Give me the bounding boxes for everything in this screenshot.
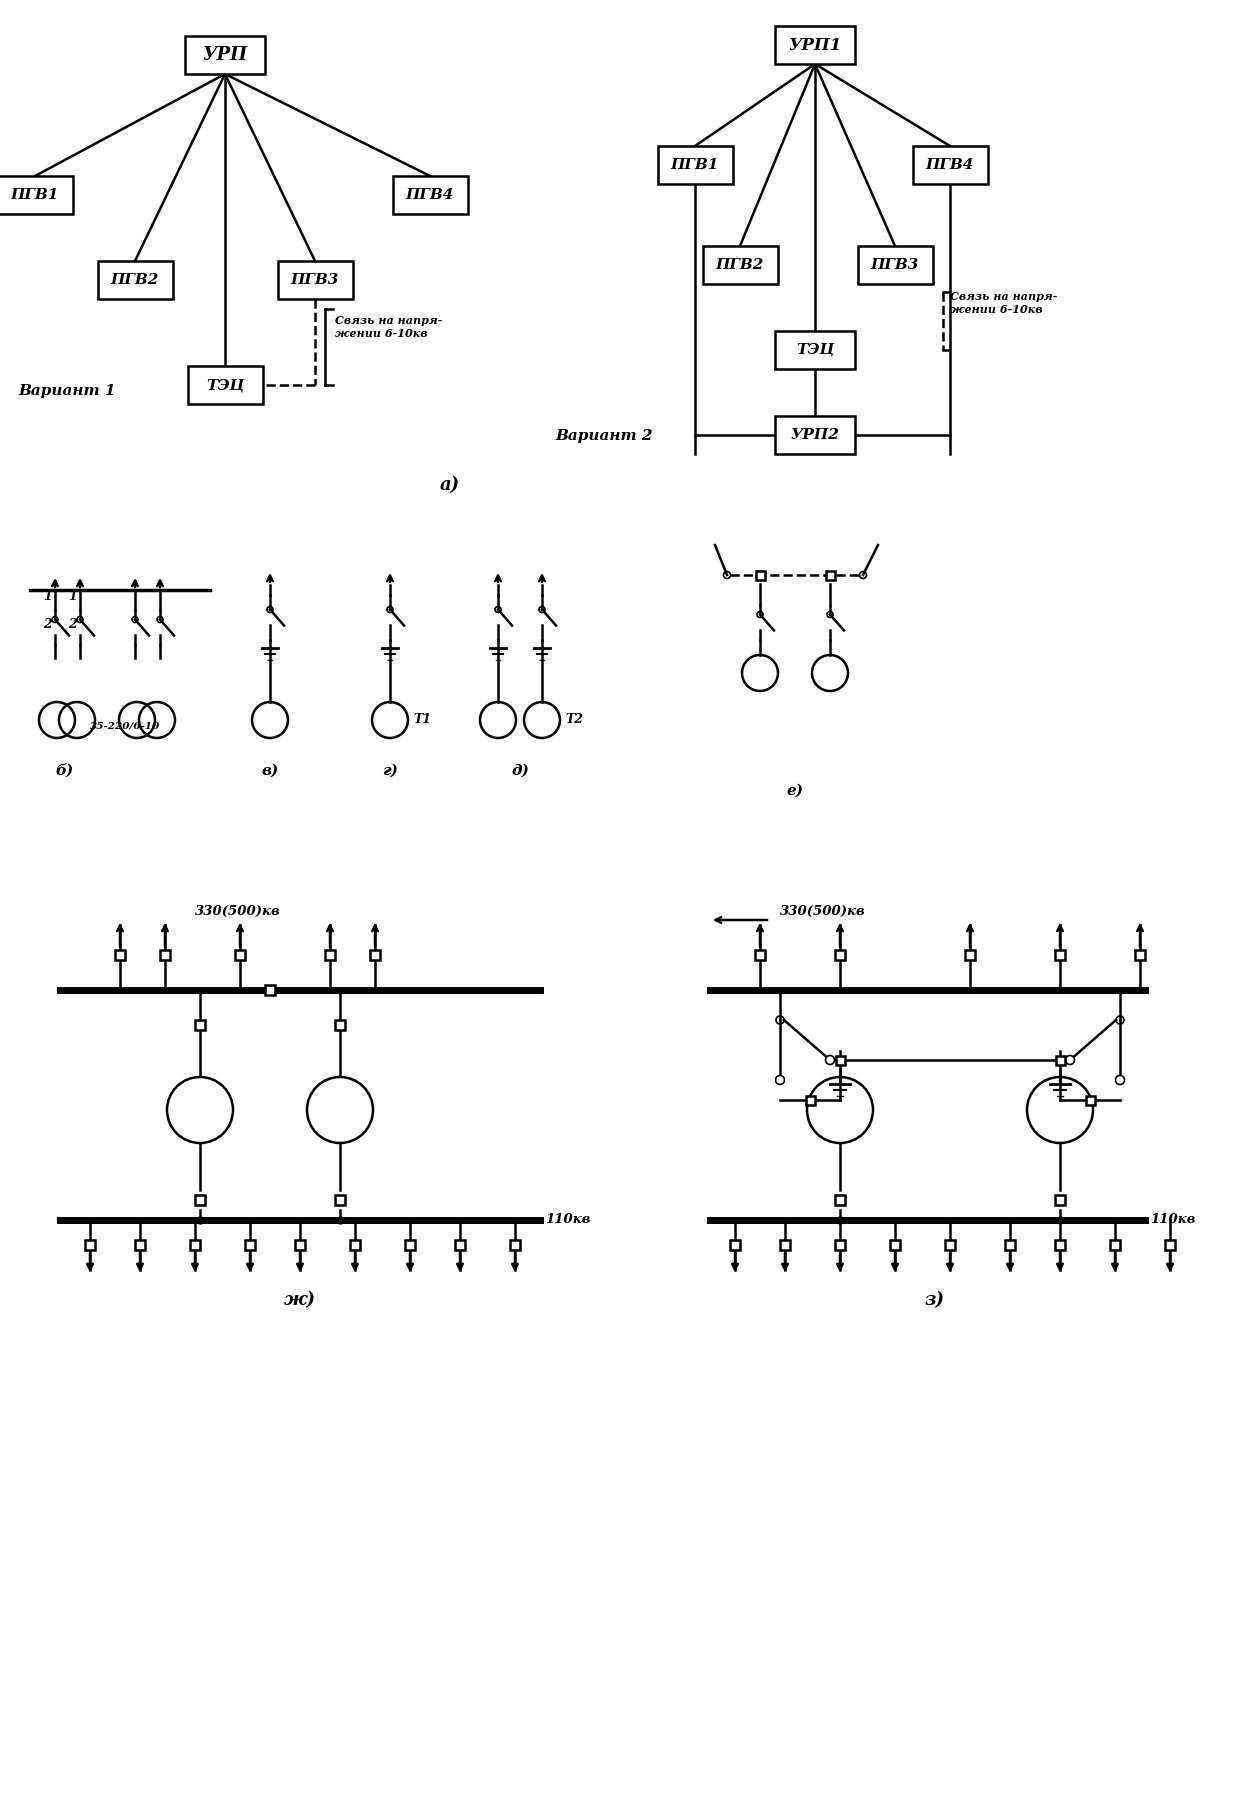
Bar: [405, 1241, 415, 1250]
Text: ПГВ4: ПГВ4: [406, 187, 455, 202]
Text: 110кв: 110кв: [1150, 1213, 1196, 1226]
FancyBboxPatch shape: [776, 417, 855, 455]
Bar: [835, 1241, 845, 1250]
Bar: [195, 1195, 204, 1204]
Text: 330(500)кв: 330(500)кв: [781, 906, 866, 919]
FancyBboxPatch shape: [0, 176, 73, 215]
Bar: [295, 1241, 305, 1250]
Text: 1: 1: [68, 589, 77, 604]
Text: ж): ж): [284, 1291, 316, 1310]
Bar: [755, 950, 764, 960]
Bar: [370, 950, 380, 960]
FancyBboxPatch shape: [187, 366, 263, 404]
Text: 2: 2: [68, 618, 77, 631]
Bar: [1110, 1241, 1120, 1250]
Text: Связь на напря-
жении 6-10кв: Связь на напря- жении 6-10кв: [950, 291, 1058, 315]
Bar: [335, 1020, 344, 1030]
Text: Вариант 1: Вариант 1: [19, 384, 115, 398]
Circle shape: [776, 1075, 784, 1084]
FancyBboxPatch shape: [776, 25, 855, 64]
Text: ПГВ1: ПГВ1: [11, 187, 59, 202]
Bar: [1085, 1095, 1094, 1104]
Bar: [1005, 1241, 1015, 1250]
FancyBboxPatch shape: [703, 246, 778, 284]
Circle shape: [825, 1055, 835, 1064]
Text: ПГВ2: ПГВ2: [110, 273, 159, 287]
Text: ПГВ1: ПГВ1: [670, 158, 719, 173]
FancyBboxPatch shape: [185, 36, 265, 75]
Bar: [805, 1095, 814, 1104]
Text: 110кв: 110кв: [545, 1213, 591, 1226]
Text: е): е): [787, 784, 804, 799]
Text: 2: 2: [43, 618, 52, 631]
Bar: [235, 950, 245, 960]
Bar: [965, 950, 975, 960]
Bar: [349, 1241, 361, 1250]
Text: ТЭЦ: ТЭЦ: [795, 344, 834, 357]
Bar: [1054, 950, 1066, 960]
Text: УРП: УРП: [202, 45, 248, 64]
FancyBboxPatch shape: [912, 146, 987, 184]
Text: ПГВ3: ПГВ3: [291, 273, 339, 287]
Bar: [825, 571, 835, 580]
FancyBboxPatch shape: [658, 146, 732, 184]
Text: Связь на напря-
жении 6-10кв: Связь на напря- жении 6-10кв: [335, 315, 442, 338]
Text: УРП1: УРП1: [788, 36, 841, 53]
Bar: [1056, 1055, 1064, 1064]
Text: 35-220/6-10: 35-220/6-10: [90, 720, 160, 729]
Bar: [190, 1241, 199, 1250]
FancyBboxPatch shape: [278, 260, 353, 298]
Bar: [195, 1020, 204, 1030]
FancyBboxPatch shape: [857, 246, 933, 284]
Bar: [510, 1241, 520, 1250]
Text: УРП2: УРП2: [790, 427, 840, 442]
Bar: [265, 986, 275, 995]
Bar: [890, 1241, 900, 1250]
Bar: [1054, 1195, 1066, 1204]
Text: г): г): [382, 764, 398, 779]
Text: ТЭЦ: ТЭЦ: [206, 378, 244, 393]
Bar: [245, 1241, 255, 1250]
Bar: [115, 950, 125, 960]
Circle shape: [1115, 1075, 1125, 1084]
FancyBboxPatch shape: [393, 176, 467, 215]
Text: б): б): [56, 764, 74, 779]
Bar: [1054, 1241, 1066, 1250]
Bar: [730, 1241, 740, 1250]
Text: Т1: Т1: [413, 713, 431, 726]
Bar: [455, 1241, 465, 1250]
Bar: [756, 571, 764, 580]
FancyBboxPatch shape: [776, 331, 855, 369]
Bar: [835, 1055, 845, 1064]
Bar: [945, 1241, 955, 1250]
Bar: [835, 1195, 845, 1204]
Bar: [335, 1195, 344, 1204]
Text: ПГВ2: ПГВ2: [716, 258, 764, 273]
Text: ПГВ3: ПГВ3: [871, 258, 919, 273]
Bar: [781, 1241, 790, 1250]
Bar: [85, 1241, 95, 1250]
Bar: [325, 950, 335, 960]
Text: д): д): [510, 764, 529, 779]
Text: в): в): [261, 764, 279, 779]
Bar: [160, 950, 170, 960]
FancyBboxPatch shape: [98, 260, 172, 298]
Text: а): а): [440, 477, 460, 495]
Bar: [835, 950, 845, 960]
Text: ПГВ4: ПГВ4: [926, 158, 974, 173]
Text: 330(500)кв: 330(500)кв: [195, 906, 281, 919]
Text: з): з): [926, 1291, 945, 1310]
Circle shape: [1066, 1055, 1074, 1064]
Text: Т2: Т2: [565, 713, 584, 726]
Bar: [135, 1241, 145, 1250]
Text: Вариант 2: Вариант 2: [555, 429, 653, 444]
Bar: [1165, 1241, 1175, 1250]
Bar: [1135, 950, 1145, 960]
Text: 1: 1: [43, 589, 52, 604]
